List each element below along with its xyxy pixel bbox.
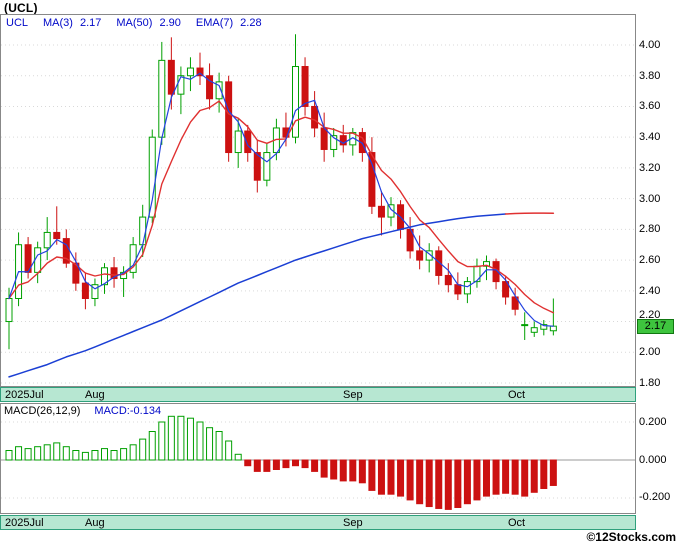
month-label-aug: Aug: [85, 389, 105, 401]
legend-label-ema7: EMA(7): [195, 17, 234, 29]
month-label-jul: 2025Jul: [5, 389, 44, 401]
month-label-jul: 2025Jul: [5, 517, 44, 529]
page-title: (UCL): [4, 1, 38, 15]
price-axis-tick: 2.00: [639, 346, 661, 358]
price-axis-tick: 3.80: [639, 70, 661, 82]
legend-item-ma3: MA(3) 2.17: [43, 17, 101, 29]
legend-item-ma50: MA(50) 2.90: [116, 17, 180, 29]
macd-value-label: MACD:-0.134: [94, 405, 162, 417]
macd-axis-tick: -0.200: [639, 491, 671, 503]
macd-axis-tick: 0.200: [639, 416, 667, 428]
x-axis-bar-main: 2025Jul Aug Sep Oct: [0, 387, 636, 402]
price-axis-tick: 4.00: [639, 39, 661, 51]
x-axis-bar-bottom: 2025Jul Aug Sep Oct: [0, 515, 636, 530]
month-label-sep: Sep: [343, 389, 363, 401]
price-axis-tick: 3.40: [639, 131, 661, 143]
legend-value-ema7: 2.28: [240, 17, 262, 29]
month-label-aug: Aug: [85, 517, 105, 529]
legend-label-ma50: MA(50): [116, 17, 153, 29]
macd-axis-tick: 0.000: [639, 454, 667, 466]
price-legend: UCL MA(3) 2.17 MA(50) 2.90 EMA(7) 2.28: [6, 17, 262, 29]
legend-symbol: UCL: [6, 17, 29, 29]
month-label-oct: Oct: [508, 517, 526, 529]
macd-legend: MACD(26,12,9) MACD:-0.134: [4, 405, 161, 417]
macd-params-label: MACD(26,12,9): [4, 405, 81, 417]
legend-value-ma50: 2.90: [159, 17, 181, 29]
price-axis-tick: 2.20: [639, 309, 661, 321]
legend-value-ma3: 2.17: [79, 17, 102, 29]
last-price-tag: 2.17: [637, 319, 674, 334]
price-axis-tick: 3.60: [639, 100, 661, 112]
price-axis-tick: 2.60: [639, 254, 661, 266]
copyright-link[interactable]: ©12Stocks.com: [586, 530, 676, 544]
legend-item-ema7: EMA(7) 2.28: [196, 17, 262, 29]
legend-label-ma3: MA(3): [43, 17, 73, 29]
price-axis-tick: 3.20: [639, 162, 661, 174]
price-axis-tick: 2.80: [639, 223, 661, 235]
month-label-oct: Oct: [508, 389, 526, 401]
price-axis-tick: 1.80: [639, 377, 661, 389]
price-axis-tick: 3.00: [639, 193, 661, 205]
month-label-sep: Sep: [343, 517, 363, 529]
price-axis-tick: 2.40: [639, 285, 661, 297]
